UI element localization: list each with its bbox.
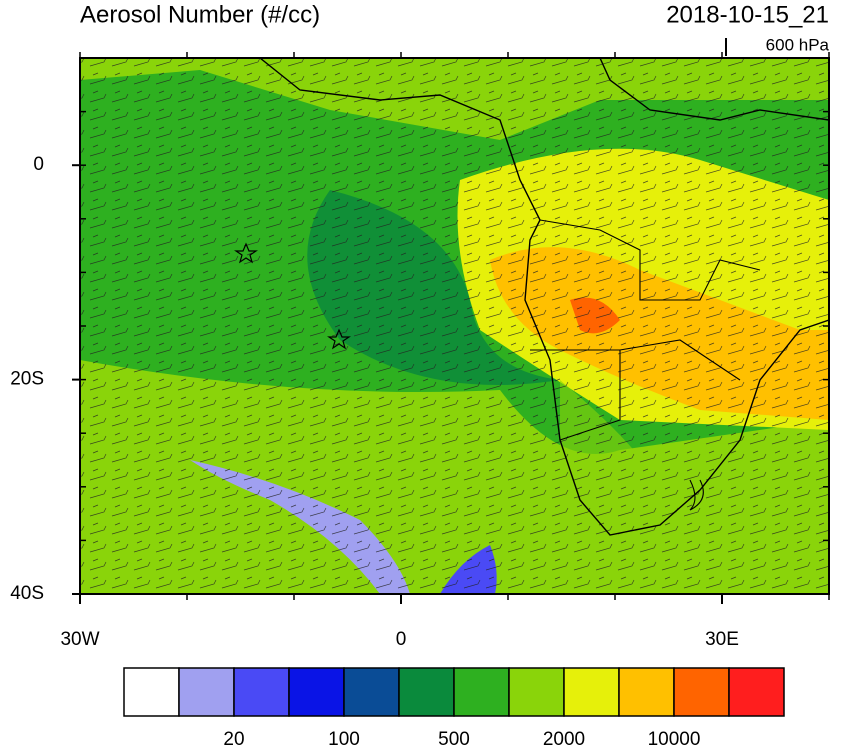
colorbar-box [233,667,290,717]
colorbar-label: 20 [223,729,244,750]
map-field [80,58,829,594]
colorbar-box [673,667,730,717]
coastline [259,58,829,536]
site-markers [234,242,351,350]
colorbar-box [563,667,620,717]
lat-label: 20S [10,369,44,390]
colorbar-label: 2000 [543,729,585,750]
colorbar-box [123,667,180,717]
colorbar-box [508,667,565,717]
lat-label: 40S [10,583,44,604]
colorbar-box [453,667,510,717]
map-title: Aerosol Number (#/cc) [80,1,320,28]
colorbar-label: 500 [438,729,470,750]
colorbar-box [288,667,345,717]
lon-label: 30W [60,629,99,650]
lat-label: 0 [33,154,44,175]
colorbar-box [343,667,400,717]
axes: 0 20S 40S 30W 0 30E [10,52,830,650]
colorbar-label: 10000 [648,729,701,750]
wind-barbs [80,58,829,594]
borders [530,219,761,511]
colorbar-box [618,667,675,717]
colorbar-box [398,667,455,717]
level: 600 hPa [766,35,830,54]
lon-label: 0 [396,629,407,650]
colorbar-box [178,667,235,717]
lon-label: 30E [705,629,739,650]
colorbar-label: 100 [328,729,360,750]
colorbar-box [728,667,785,717]
colorbar: 20 100 500 2000 10000 [123,667,785,750]
valid-time: 2018-10-15_21 [666,1,829,28]
